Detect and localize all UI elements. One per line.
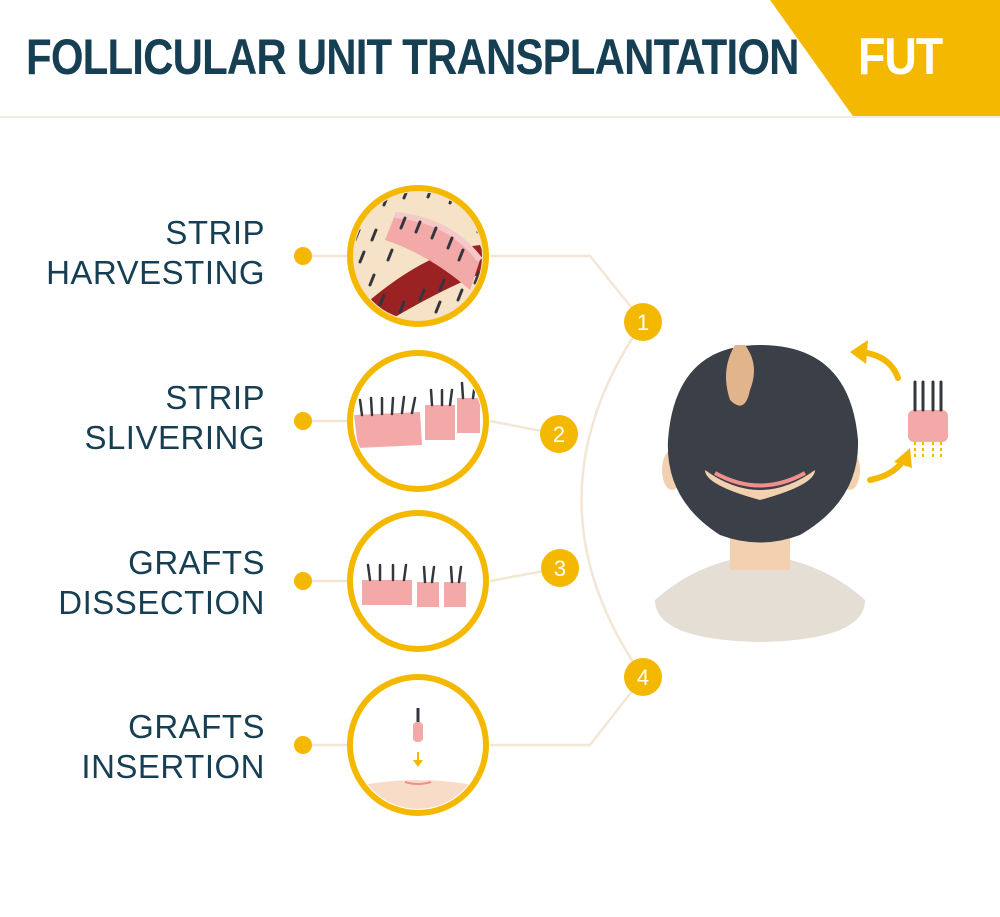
step-4-label-line1: GRAFTS <box>128 708 265 745</box>
step-4-dot <box>294 736 312 754</box>
grafts-insertion-illustration <box>347 674 489 816</box>
step-2-label-line1: STRIP <box>165 379 265 416</box>
step-1-number: 1 <box>637 310 649 335</box>
strip-harvesting-illustration <box>347 185 489 327</box>
step-4-number: 4 <box>637 665 649 690</box>
connector-lines <box>489 254 645 747</box>
step-4-label-line2: INSERTION <box>81 748 265 785</box>
step-2-label: STRIP SLIVERING <box>25 378 265 458</box>
graft-cluster-illustration <box>908 380 948 460</box>
step-3-label-line1: GRAFTS <box>128 544 265 581</box>
transfer-arrow-up-icon <box>850 340 901 381</box>
head-back-illustration <box>655 345 865 642</box>
step-3-number: 3 <box>554 556 566 581</box>
step-2-label-line2: SLIVERING <box>84 419 265 456</box>
step-3-label-line2: DISSECTION <box>58 584 265 621</box>
step-4-label: GRAFTS INSERTION <box>25 707 265 787</box>
step-2-dot <box>294 412 312 430</box>
step-1-dot <box>294 247 312 265</box>
fut-badge-label: FUT <box>858 28 943 86</box>
step-2-number: 2 <box>553 422 565 447</box>
transfer-arrow-down-icon <box>867 448 912 483</box>
step-1-label-line1: STRIP <box>165 214 265 251</box>
header: FOLLICULAR UNIT TRANSPLANTATION FUT <box>0 0 1000 118</box>
step-2-marker: 2 <box>540 415 578 453</box>
label-dots <box>294 247 348 754</box>
step-1-label: STRIP HARVESTING <box>25 213 265 293</box>
step-4-marker: 4 <box>624 658 662 696</box>
step-1-marker: 1 <box>624 303 662 341</box>
page-title: FOLLICULAR UNIT TRANSPLANTATION <box>26 29 799 85</box>
step-3-label: GRAFTS DISSECTION <box>25 543 265 623</box>
strip-slivering-illustration <box>347 350 489 492</box>
step-3-marker: 3 <box>541 549 579 587</box>
grafts-dissection-illustration <box>347 510 489 652</box>
step-3-dot <box>294 572 312 590</box>
step-1-label-line2: HARVESTING <box>46 254 265 291</box>
